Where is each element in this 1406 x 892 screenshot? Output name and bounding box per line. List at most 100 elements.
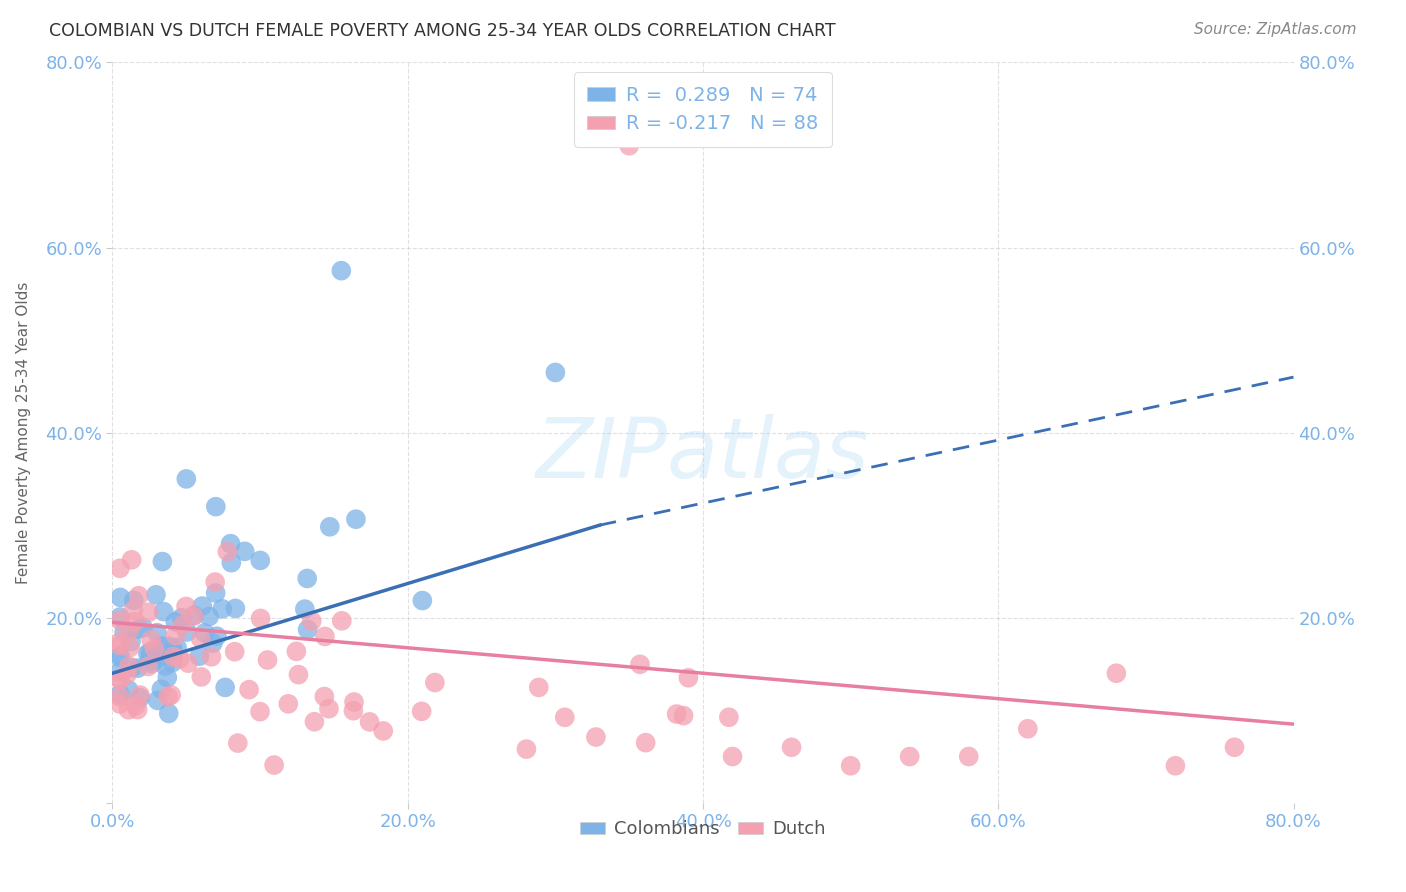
Point bbox=[898, 749, 921, 764]
Point bbox=[115, 667, 138, 681]
Point bbox=[141, 657, 163, 671]
Point bbox=[198, 609, 221, 624]
Point bbox=[156, 690, 179, 704]
Point bbox=[194, 626, 217, 640]
Point bbox=[678, 671, 700, 685]
Point bbox=[138, 605, 160, 619]
Point bbox=[110, 591, 132, 605]
Point bbox=[224, 601, 246, 615]
Text: Source: ZipAtlas.com: Source: ZipAtlas.com bbox=[1194, 22, 1357, 37]
Point bbox=[1017, 722, 1039, 736]
Point bbox=[200, 649, 222, 664]
Point bbox=[672, 708, 695, 723]
Point bbox=[148, 644, 170, 658]
Point bbox=[160, 688, 183, 702]
Point bbox=[214, 681, 236, 695]
Point bbox=[1105, 666, 1128, 681]
Point bbox=[108, 613, 131, 627]
Point bbox=[176, 624, 198, 639]
Point bbox=[156, 671, 179, 685]
Point bbox=[166, 640, 188, 655]
Point bbox=[120, 634, 142, 648]
Point bbox=[139, 650, 162, 665]
Point bbox=[544, 366, 567, 380]
Point bbox=[314, 629, 336, 643]
Point bbox=[221, 556, 243, 570]
Point bbox=[157, 706, 180, 721]
Point bbox=[233, 544, 256, 558]
Point bbox=[205, 500, 228, 514]
Point bbox=[226, 736, 249, 750]
Point bbox=[150, 682, 173, 697]
Point bbox=[129, 690, 152, 705]
Point bbox=[122, 593, 145, 607]
Point bbox=[150, 639, 173, 653]
Point bbox=[153, 659, 176, 673]
Point bbox=[127, 661, 149, 675]
Point bbox=[224, 645, 246, 659]
Point bbox=[249, 611, 271, 625]
Point bbox=[411, 593, 433, 607]
Point bbox=[515, 742, 537, 756]
Point bbox=[318, 701, 340, 715]
Point bbox=[117, 682, 139, 697]
Text: ZIPatlas: ZIPatlas bbox=[536, 414, 870, 495]
Point bbox=[373, 723, 395, 738]
Point bbox=[162, 645, 184, 659]
Point bbox=[108, 561, 131, 575]
Point bbox=[108, 648, 131, 663]
Point bbox=[145, 653, 167, 667]
Point bbox=[204, 586, 226, 600]
Point bbox=[146, 625, 169, 640]
Point bbox=[277, 697, 299, 711]
Point bbox=[108, 690, 131, 704]
Point bbox=[152, 605, 174, 619]
Point bbox=[1164, 758, 1187, 772]
Point bbox=[143, 641, 166, 656]
Point bbox=[619, 138, 641, 153]
Point bbox=[165, 629, 187, 643]
Point bbox=[527, 681, 550, 695]
Point bbox=[146, 693, 169, 707]
Point bbox=[170, 610, 193, 624]
Point bbox=[256, 653, 278, 667]
Point bbox=[122, 603, 145, 617]
Text: COLOMBIAN VS DUTCH FEMALE POVERTY AMONG 25-34 YEAR OLDS CORRELATION CHART: COLOMBIAN VS DUTCH FEMALE POVERTY AMONG … bbox=[49, 22, 835, 40]
Point bbox=[191, 599, 214, 613]
Point bbox=[139, 632, 162, 647]
Point bbox=[263, 758, 285, 772]
Point bbox=[190, 670, 212, 684]
Point bbox=[294, 602, 316, 616]
Point bbox=[108, 687, 131, 701]
Point bbox=[717, 710, 740, 724]
Point bbox=[217, 544, 239, 558]
Point bbox=[108, 610, 131, 624]
Point bbox=[204, 575, 226, 590]
Point bbox=[330, 263, 353, 277]
Point bbox=[1223, 740, 1246, 755]
Point bbox=[136, 647, 159, 661]
Point bbox=[118, 640, 141, 655]
Point bbox=[211, 602, 233, 616]
Point bbox=[108, 650, 131, 665]
Point bbox=[108, 697, 131, 711]
Point bbox=[117, 703, 139, 717]
Point bbox=[342, 704, 364, 718]
Point bbox=[839, 758, 862, 772]
Point bbox=[118, 659, 141, 673]
Point bbox=[287, 667, 309, 681]
Point bbox=[238, 682, 260, 697]
Point bbox=[124, 615, 146, 629]
Point bbox=[219, 536, 242, 550]
Y-axis label: Female Poverty Among 25-34 Year Olds: Female Poverty Among 25-34 Year Olds bbox=[17, 282, 31, 583]
Point bbox=[128, 589, 150, 603]
Point bbox=[188, 649, 211, 664]
Point bbox=[957, 749, 980, 764]
Point bbox=[118, 624, 141, 638]
Point bbox=[108, 665, 131, 679]
Point bbox=[112, 625, 135, 640]
Point bbox=[585, 730, 607, 744]
Point bbox=[359, 714, 381, 729]
Point bbox=[304, 714, 326, 729]
Point bbox=[634, 736, 657, 750]
